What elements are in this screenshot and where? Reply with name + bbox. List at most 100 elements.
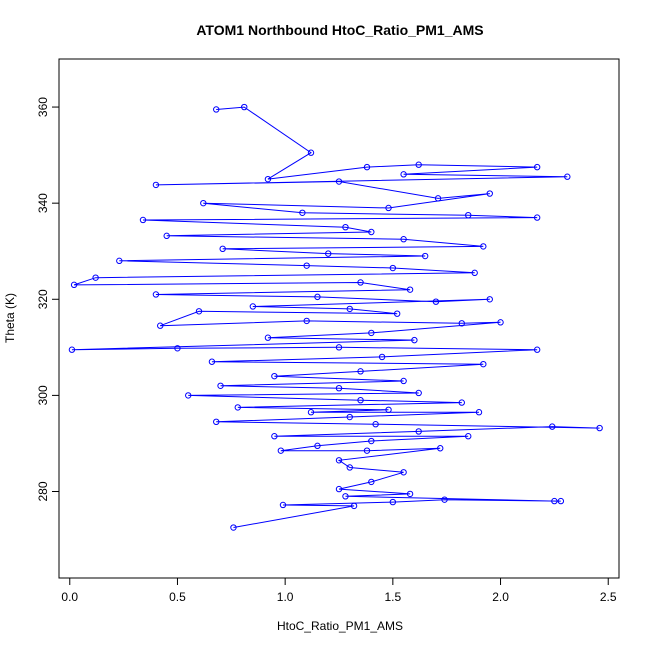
data-point xyxy=(279,501,287,509)
data-point xyxy=(533,163,541,171)
data-point xyxy=(303,262,310,269)
data-point xyxy=(441,496,448,503)
x-tick-label: 0.0 xyxy=(61,590,78,604)
data-point xyxy=(415,389,422,397)
data-point xyxy=(400,236,407,243)
x-tick-label: 1.5 xyxy=(385,590,402,604)
data-point xyxy=(437,445,444,452)
data-point xyxy=(596,424,603,432)
data-point xyxy=(551,497,558,505)
data-point xyxy=(385,406,392,414)
data-point xyxy=(92,274,99,281)
data-point xyxy=(350,502,358,510)
data-point xyxy=(357,396,364,404)
x-tick-label: 0.5 xyxy=(169,590,186,604)
data-point xyxy=(213,106,220,113)
data-point xyxy=(434,195,442,202)
data-point xyxy=(230,524,237,531)
x-axis-label: HtoC_Ratio_PM1_AMS xyxy=(277,619,403,633)
data-point xyxy=(465,211,472,219)
data-point xyxy=(400,377,407,385)
data-point xyxy=(200,199,207,207)
data-point xyxy=(307,409,315,416)
x-tick-label: 2.0 xyxy=(492,590,509,604)
data-point xyxy=(393,310,401,317)
data-point xyxy=(533,346,541,353)
data-point xyxy=(303,317,310,325)
data-point xyxy=(271,372,278,380)
data-point xyxy=(264,334,272,341)
data-point xyxy=(139,216,147,224)
data-point xyxy=(314,293,321,301)
plot-frame xyxy=(58,58,620,579)
y-tick-label: 280 xyxy=(36,481,50,501)
data-point xyxy=(307,149,315,156)
data-point xyxy=(533,214,541,221)
data-point xyxy=(471,269,478,277)
data-point xyxy=(421,252,429,260)
data-point xyxy=(219,245,226,253)
data-point xyxy=(411,336,418,344)
data-point xyxy=(208,358,216,365)
data-point xyxy=(406,286,414,293)
data-point xyxy=(475,409,483,416)
data-point xyxy=(357,368,364,375)
data-point xyxy=(368,478,375,486)
data-point xyxy=(213,418,220,426)
chart-title: ATOM1 Northbound HtoC_Ratio_PM1_AMS xyxy=(196,22,483,38)
x-axis: 0.0 0.5 1.0 1.5 2.0 2.5 xyxy=(61,577,617,604)
y-tick-label: 360 xyxy=(36,97,50,117)
data-point xyxy=(346,413,353,421)
y-tick-label: 340 xyxy=(36,193,50,213)
x-tick-label: 1.0 xyxy=(277,590,294,604)
data-point xyxy=(185,392,192,399)
data-point xyxy=(195,308,203,315)
data-point xyxy=(368,329,375,337)
data-point xyxy=(68,346,76,353)
data-point xyxy=(406,490,414,498)
data-point xyxy=(458,320,465,327)
data-point xyxy=(458,399,465,406)
data-point xyxy=(335,178,343,185)
data-point xyxy=(557,497,565,505)
data-point xyxy=(335,384,343,392)
data-point xyxy=(234,404,241,411)
data-point xyxy=(335,457,343,464)
data-point xyxy=(314,442,321,450)
y-axis-label: Theta (K) xyxy=(3,293,17,343)
data-point xyxy=(372,421,379,428)
data-point xyxy=(480,243,487,250)
data-point xyxy=(465,433,472,440)
data-point xyxy=(152,291,160,298)
y-tick-label: 320 xyxy=(36,289,50,309)
series-line xyxy=(71,106,600,528)
data-point xyxy=(564,173,571,180)
x-tick-label: 2.5 xyxy=(600,590,617,604)
data-point xyxy=(70,281,78,289)
data-point xyxy=(277,447,285,454)
data-point xyxy=(415,161,422,168)
data-point xyxy=(217,382,224,389)
data-point xyxy=(363,447,371,454)
data-point xyxy=(241,103,248,111)
data-point xyxy=(486,190,493,197)
data-point xyxy=(335,344,343,351)
y-axis: 280 300 320 340 360 xyxy=(36,97,60,502)
data-point xyxy=(549,423,556,430)
data-point xyxy=(346,464,353,471)
data-point xyxy=(152,181,160,189)
data-point xyxy=(368,437,375,445)
data-point xyxy=(486,296,493,303)
data-point xyxy=(264,175,272,183)
data-point xyxy=(385,204,392,212)
data-point xyxy=(325,250,332,257)
y-tick-label: 300 xyxy=(36,385,50,405)
data-point xyxy=(335,485,343,493)
data-point xyxy=(299,209,306,216)
data-point xyxy=(432,298,440,305)
data-point xyxy=(389,498,397,506)
data-point xyxy=(400,469,407,476)
data-point xyxy=(378,353,386,361)
data-point xyxy=(271,433,278,440)
